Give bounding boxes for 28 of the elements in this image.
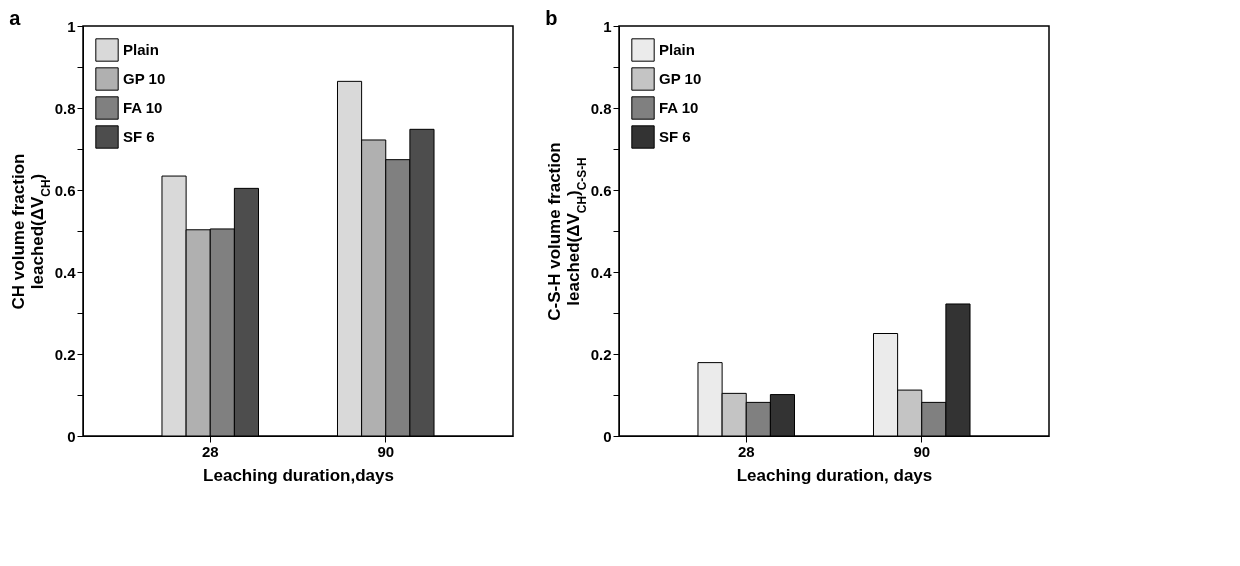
legend-label: SF 6 xyxy=(659,128,691,145)
chart-title: a xyxy=(9,7,22,29)
y-tick-label: 0.2 xyxy=(54,345,76,363)
legend-label: FA 10 xyxy=(659,99,699,116)
y-tick-label: 0.8 xyxy=(54,99,76,117)
x-axis-title: Leaching duration, days xyxy=(736,465,933,485)
x-axis-title: Leaching duration,days xyxy=(203,465,394,485)
y-tick-label: 0.2 xyxy=(590,345,612,363)
y-tick-label: 0 xyxy=(603,427,612,445)
x-tick-label: 90 xyxy=(377,442,395,460)
y-tick-label: 0.4 xyxy=(590,263,613,281)
y-tick-label: 0.8 xyxy=(590,99,612,117)
y-tick-label: 0.6 xyxy=(54,181,76,199)
legend-label: GP 10 xyxy=(659,70,702,87)
y-tick-label: 0.6 xyxy=(590,181,612,199)
x-tick-label: 28 xyxy=(737,442,755,460)
legend-label: Plain xyxy=(123,41,159,58)
y-tick-label: 1 xyxy=(67,17,76,35)
chart-title: b xyxy=(545,7,558,29)
y-tick-label: 0 xyxy=(67,427,76,445)
y-tick-label: 1 xyxy=(603,17,612,35)
x-tick-label: 90 xyxy=(913,442,931,460)
legend-label: GP 10 xyxy=(123,70,166,87)
legend-label: SF 6 xyxy=(123,128,155,145)
x-tick-label: 28 xyxy=(201,442,219,460)
legend-label: Plain xyxy=(659,41,695,58)
legend-label: FA 10 xyxy=(123,99,163,116)
y-tick-label: 0.4 xyxy=(54,263,77,281)
